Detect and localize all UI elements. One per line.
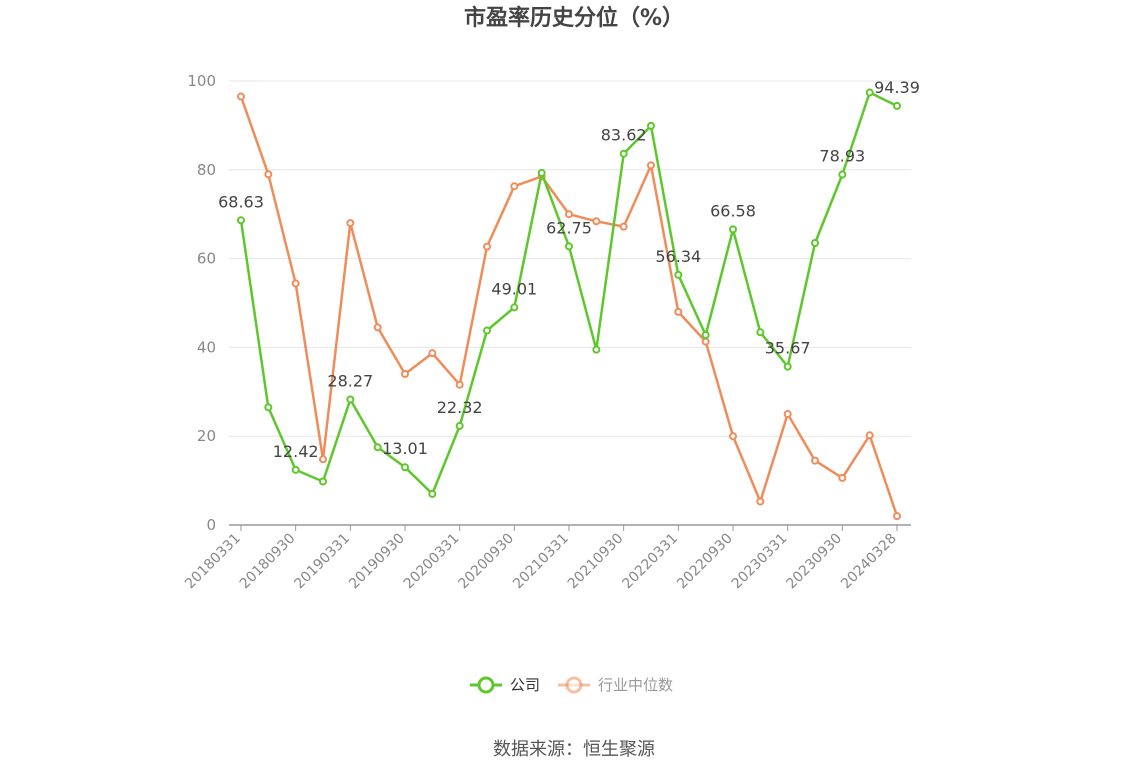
legend-industry-label: 行业中位数 — [598, 676, 673, 694]
y-tick-label-40: 40 — [197, 338, 216, 356]
data-point-company-20220331 — [674, 270, 683, 279]
series-company — [237, 88, 901, 498]
data-point-company-20240328 — [893, 101, 901, 110]
data-point-company-20200630 — [483, 326, 491, 335]
data-label-20200930: 49.01 — [491, 279, 537, 298]
data-point-industry-20181231 — [319, 455, 327, 464]
data-point-industry-20220630 — [701, 337, 710, 346]
data-point-industry-20190930 — [401, 370, 409, 379]
data-point-industry-20210630 — [592, 217, 601, 226]
x-tick-label-20230930: 20230930 — [783, 531, 845, 593]
data-label-20180331: 68.63 — [218, 192, 264, 211]
data-point-industry-20210331 — [565, 210, 573, 219]
data-point-industry-20200630 — [483, 242, 491, 251]
data-label-20220331: 56.34 — [655, 247, 701, 266]
data-point-company-20190930 — [401, 463, 409, 472]
data-label-20230331: 35.67 — [765, 339, 811, 358]
data-point-company-20191231 — [428, 489, 437, 498]
x-axis: 2018033120180930201903312019093020200331… — [182, 524, 911, 593]
data-point-company-20180331 — [237, 216, 245, 225]
data-point-industry-20230331 — [783, 410, 792, 418]
x-tick-label-20190930: 20190930 — [346, 531, 408, 593]
legend: 公司 行业中位数 — [470, 676, 673, 694]
legend-company-marker — [477, 676, 495, 694]
x-tick-label-20180331: 20180331 — [182, 531, 244, 593]
y-tick-label-0: 0 — [206, 516, 216, 534]
data-point-industry-20200331 — [455, 380, 464, 389]
data-point-industry-20180331 — [237, 92, 245, 101]
data-point-company-20200331 — [455, 421, 464, 430]
data-label-20220930: 66.58 — [710, 201, 756, 220]
data-point-company-20221231 — [756, 328, 765, 337]
x-tick-label-20210930: 20210930 — [565, 531, 627, 593]
data-point-company-20230331 — [783, 362, 792, 371]
series-layer — [237, 88, 901, 521]
data-point-company-20190331 — [346, 395, 355, 404]
x-tick-label-20190331: 20190331 — [291, 531, 353, 593]
data-point-industry-20190630 — [373, 323, 382, 332]
data-point-industry-20231231 — [865, 431, 874, 440]
data-point-industry-20221231 — [756, 497, 765, 506]
x-tick-label-20180930: 20180930 — [237, 531, 299, 593]
x-tick-label-20240328: 20240328 — [838, 531, 900, 593]
y-tick-label-60: 60 — [197, 250, 216, 268]
data-point-company-20230630 — [811, 239, 819, 248]
series-line-industry-median — [239, 96, 899, 517]
data-label-20180930: 12.42 — [273, 442, 319, 461]
legend-item-company[interactable]: 公司 — [470, 676, 540, 694]
x-tick-label-20230331: 20230331 — [729, 531, 791, 593]
data-point-industry-20191231 — [428, 349, 437, 358]
data-point-industry-20200930 — [510, 182, 519, 191]
data-label-20200331: 22.32 — [437, 398, 483, 417]
data-labels: 68.63 12.42 28.27 13.01 22.32 49.01 62.75 83.62… — [218, 78, 920, 461]
x-tick-label-20210331: 20210331 — [510, 531, 572, 593]
data-point-company-20180630 — [264, 403, 273, 412]
data-label-20240328: 94.39 — [874, 78, 920, 97]
data-point-company-20190630 — [373, 443, 382, 452]
data-point-company-20211231 — [647, 121, 655, 130]
data-point-company-20230930 — [838, 170, 847, 179]
x-tick-label-20200331: 20200331 — [401, 531, 463, 593]
data-point-company-20200930 — [510, 303, 519, 312]
data-point-industry-20240328 — [893, 512, 901, 521]
grid-lines — [229, 80, 911, 437]
legend-industry-marker — [565, 676, 583, 694]
data-point-industry-20190331 — [346, 219, 355, 228]
data-point-company-20210630 — [592, 345, 601, 354]
series-industry-median — [237, 92, 901, 521]
data-point-industry-20230630 — [811, 456, 819, 465]
data-point-company-20210331 — [565, 242, 573, 251]
data-source-note: 数据来源：恒生聚源 — [493, 739, 655, 760]
y-tick-label-80: 80 — [197, 161, 216, 179]
data-point-industry-20220930 — [729, 432, 737, 441]
data-label-20210930: 83.62 — [601, 126, 647, 145]
data-point-company-20201231 — [537, 168, 546, 177]
y-tick-label-20: 20 — [197, 427, 216, 445]
data-point-industry-20211231 — [647, 161, 655, 170]
data-point-company-20180930 — [291, 465, 300, 474]
data-point-industry-20210930 — [619, 222, 628, 231]
data-label-20190331: 28.27 — [327, 371, 373, 390]
data-point-company-20210930 — [619, 149, 628, 158]
y-tick-label-100: 100 — [187, 72, 216, 90]
x-tick-label-20220331: 20220331 — [619, 531, 681, 593]
chart-title: 市盈率历史分位（%） — [464, 5, 684, 31]
data-point-company-20220930 — [729, 225, 737, 234]
legend-item-industry-median[interactable]: 行业中位数 — [558, 676, 673, 694]
x-tick-label-20200930: 20200930 — [455, 531, 517, 593]
data-point-company-20231231 — [865, 88, 874, 97]
data-point-industry-20180930 — [291, 279, 300, 288]
data-point-company-20220630 — [701, 330, 710, 339]
y-axis: 0 20 40 60 80 100 — [187, 72, 216, 534]
data-point-industry-20230930 — [838, 473, 847, 482]
data-point-industry-20180630 — [264, 170, 273, 179]
data-point-industry-20220331 — [674, 307, 683, 316]
data-label-20190930: 13.01 — [382, 439, 428, 458]
data-label-20210331: 62.75 — [546, 218, 592, 237]
data-label-20230930: 78.93 — [819, 147, 865, 166]
x-tick-label-20220930: 20220930 — [674, 531, 736, 593]
legend-company-label: 公司 — [510, 676, 540, 694]
data-point-company-20181231 — [319, 477, 327, 486]
